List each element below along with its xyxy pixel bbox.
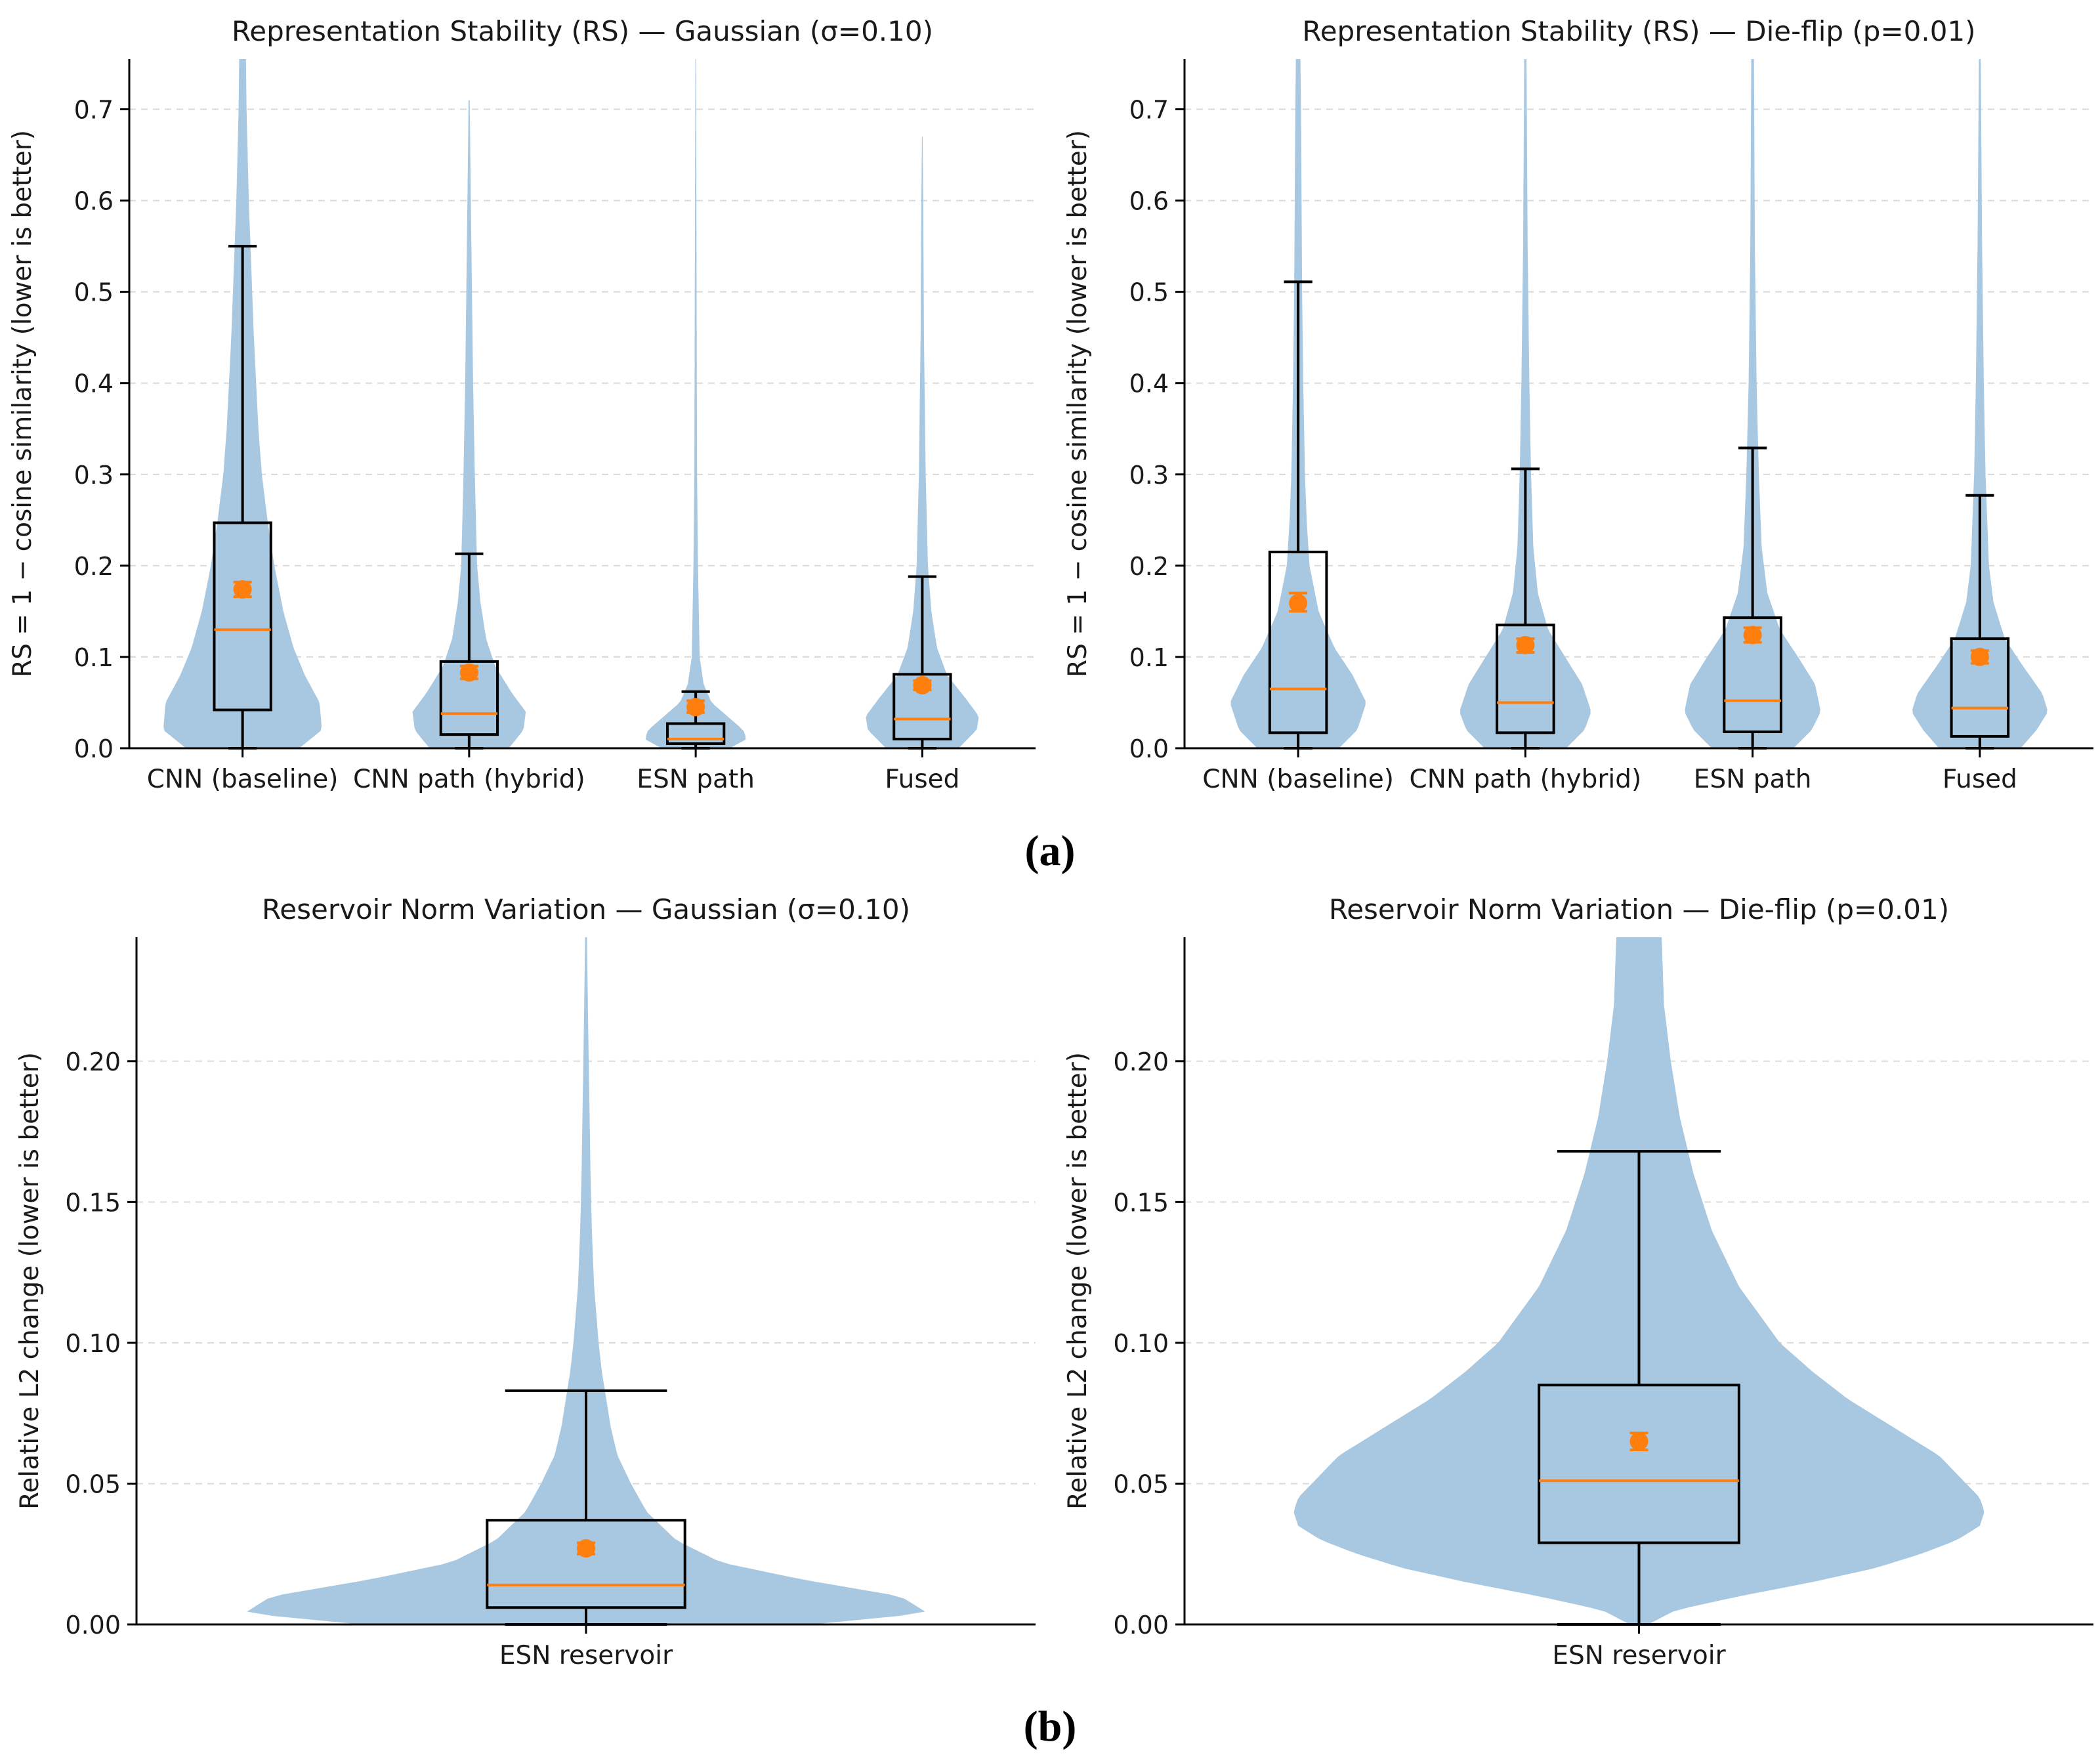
x-tick-label: Fused xyxy=(1942,765,2017,794)
x-tick-label: CNN path (hybrid) xyxy=(1410,765,1642,794)
mean-point xyxy=(913,676,932,695)
y-tick-label: 0.5 xyxy=(74,278,114,307)
y-tick-label: 0.1 xyxy=(74,643,114,672)
y-axis-label: Relative L2 change (lower is better) xyxy=(15,1052,45,1510)
y-tick-label: 0.10 xyxy=(65,1329,121,1358)
iqr-box xyxy=(213,521,272,711)
y-tick-label: 0.15 xyxy=(65,1188,121,1217)
violin xyxy=(1460,59,1591,748)
y-tick-label: 0.0 xyxy=(74,734,114,763)
y-tick-label: 0.4 xyxy=(74,370,114,398)
y-axis-label: RS = 1 − cosine similarity (lower is bet… xyxy=(8,130,37,677)
violin xyxy=(412,100,526,749)
y-tick-label: 0.3 xyxy=(1129,461,1169,490)
mean-point xyxy=(459,663,478,682)
iqr-box xyxy=(1538,1384,1740,1544)
chart-title: Reservoir Norm Variation — Gaussian (σ=0… xyxy=(262,893,910,925)
y-tick-label: 0.7 xyxy=(1129,95,1169,124)
y-tick-label: 0.0 xyxy=(1129,734,1169,763)
y-tick-label: 0.3 xyxy=(74,461,114,490)
iqr-box xyxy=(486,1519,686,1609)
panel-label-a: (a) xyxy=(1025,827,1076,875)
iqr-box xyxy=(892,673,952,741)
x-tick-label: ESN reservoir xyxy=(499,1641,673,1670)
violin xyxy=(247,937,925,1624)
mean-point xyxy=(1629,1432,1648,1451)
iqr-box xyxy=(665,722,726,746)
y-tick-label: 0.2 xyxy=(74,552,114,581)
chart-title: Reservoir Norm Variation — Die-flip (p=0… xyxy=(1329,893,1949,925)
mean-point xyxy=(686,698,705,717)
x-tick-label: ESN path xyxy=(637,765,755,794)
chart-reservoir-dieflip: 0.00 0.05 0.10 0.15 0.20 ESN reservoir Reservo… xyxy=(1063,893,2093,1670)
x-tick-label: ESN reservoir xyxy=(1552,1641,1726,1670)
y-tick-label: 0.00 xyxy=(65,1611,121,1640)
y-tick-label: 0.4 xyxy=(1129,370,1169,398)
mean-point xyxy=(1970,647,1989,666)
iqr-box xyxy=(1496,624,1555,734)
y-tick-label: 0.20 xyxy=(1113,1048,1169,1076)
iqr-box xyxy=(439,660,499,736)
chart-rs-dieflip: 0.0 0.1 0.2 0.3 0.4 0.5 0.6 0.7 CNN (baseline) CN… xyxy=(1063,15,2093,794)
y-tick-label: 0.5 xyxy=(1129,278,1169,307)
x-tick-label: CNN (baseline) xyxy=(1202,765,1394,794)
chart-title: Representation Stability (RS) — Gaussian… xyxy=(232,15,933,47)
y-tick-label: 0.05 xyxy=(1113,1470,1169,1498)
mean-point xyxy=(233,580,252,599)
mean-point xyxy=(1289,593,1308,612)
mean-point xyxy=(577,1539,595,1558)
x-tick-label: Fused xyxy=(885,765,959,794)
chart-title: Representation Stability (RS) — Die-flip… xyxy=(1302,15,1975,47)
x-tick-label: CNN (baseline) xyxy=(147,765,339,794)
violin xyxy=(1685,59,1820,748)
x-tick-label: CNN path (hybrid) xyxy=(353,765,585,794)
iqr-box xyxy=(1268,550,1328,734)
y-tick-label: 0.20 xyxy=(65,1048,121,1076)
violin xyxy=(866,137,979,748)
y-tick-label: 0.6 xyxy=(1129,187,1169,216)
violin xyxy=(1912,59,2048,748)
y-tick-label: 0.1 xyxy=(1129,643,1169,672)
x-tick-label: ESN path xyxy=(1694,765,1812,794)
mean-point xyxy=(1516,635,1535,654)
y-axis-label: Relative L2 change (lower is better) xyxy=(1063,1052,1093,1510)
y-tick-label: 0.15 xyxy=(1113,1188,1169,1217)
panel-label-b: (b) xyxy=(1024,1703,1077,1750)
mean-point xyxy=(1743,625,1762,645)
y-axis-label: RS = 1 − cosine similarity (lower is bet… xyxy=(1063,130,1093,677)
y-tick-label: 0.10 xyxy=(1113,1329,1169,1358)
y-tick-label: 0.00 xyxy=(1113,1611,1169,1640)
violin xyxy=(645,59,746,748)
y-tick-label: 0.05 xyxy=(65,1470,121,1498)
y-tick-label: 0.2 xyxy=(1129,552,1169,581)
y-tick-label: 0.6 xyxy=(74,187,114,216)
iqr-box xyxy=(1950,637,2010,738)
y-tick-label: 0.7 xyxy=(74,95,114,124)
iqr-box xyxy=(1723,616,1782,733)
chart-rs-gaussian: 0.0 0.1 0.2 0.3 0.4 0.5 0.6 0.7 CNN (baseline) CN… xyxy=(8,15,1036,794)
chart-reservoir-gaussian: 0.00 0.05 0.10 0.15 0.20 ESN reservoir Reservo… xyxy=(15,893,1036,1670)
